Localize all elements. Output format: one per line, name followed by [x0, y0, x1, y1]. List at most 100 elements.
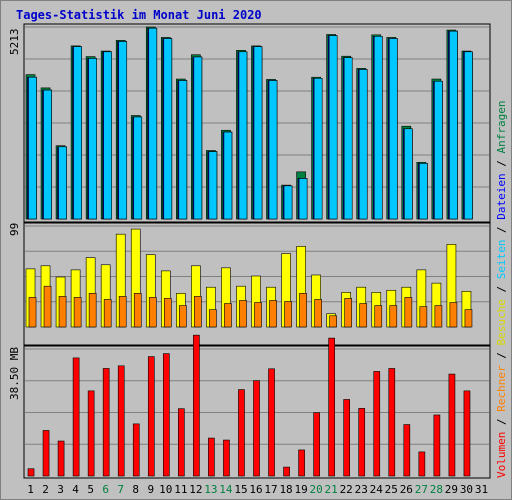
x-tick-label: 25	[385, 483, 398, 496]
bar-rechner	[464, 309, 473, 328]
bar-rechner	[224, 303, 232, 328]
bar-rechner	[73, 297, 82, 328]
bar-seiten	[73, 46, 82, 220]
x-tick-label: 12	[189, 483, 202, 496]
bar-seiten	[313, 78, 323, 220]
bar-rechner	[419, 306, 428, 328]
bar-seiten	[464, 51, 473, 220]
top-max-label: 5213	[8, 29, 21, 56]
bar-rechner	[148, 297, 157, 328]
bar-rechner	[344, 298, 353, 328]
x-tick-label: 21	[325, 483, 338, 496]
bar-seiten	[343, 57, 353, 220]
bar-volumen	[283, 466, 290, 477]
bar-seiten	[133, 116, 143, 220]
bar-seiten	[43, 89, 52, 220]
bar-volumen	[448, 373, 456, 477]
bar-volumen	[328, 337, 335, 477]
middle-max-label: 99	[8, 223, 21, 236]
bar-seiten	[223, 131, 233, 220]
bar-rechner	[194, 296, 202, 328]
bar-seiten	[178, 80, 188, 220]
bar-volumen	[117, 365, 125, 477]
bar-volumen	[358, 408, 366, 477]
legend-item: Seiten	[495, 240, 508, 286]
x-tick-label: 26	[400, 483, 413, 496]
x-tick-label: 1	[27, 483, 34, 496]
legend-item: Besuche	[495, 299, 508, 352]
bar-volumen	[42, 430, 50, 477]
bar-seiten	[163, 38, 173, 220]
bar-seiten	[328, 35, 338, 220]
bar-rechner	[133, 293, 142, 328]
bar-rechner	[254, 302, 262, 328]
bar-volumen	[403, 424, 411, 477]
x-tick-label: 6	[102, 483, 109, 496]
bar-seiten	[88, 58, 97, 220]
bar-rechner	[269, 300, 277, 328]
bar-rechner	[359, 303, 368, 328]
bar-rechner	[209, 309, 217, 328]
x-tick-label: 23	[355, 483, 368, 496]
bar-seiten	[118, 41, 128, 220]
chart-title: Tages-Statistik im Monat Juni 2020	[16, 8, 262, 22]
bar-volumen	[193, 334, 200, 477]
bar-rechner	[299, 293, 307, 328]
bar-seiten	[28, 76, 37, 220]
bar-seiten	[404, 128, 413, 220]
bar-rechner	[239, 300, 247, 328]
bar-rechner	[449, 302, 458, 328]
legend-item: /	[495, 418, 508, 431]
bar-rechner	[389, 305, 398, 328]
bar-rechner	[103, 299, 112, 328]
x-tick-label: 29	[445, 483, 458, 496]
bar-seiten	[253, 46, 263, 220]
bar-rechner	[179, 305, 187, 328]
x-tick-label: 24	[370, 483, 384, 496]
legend-item: /	[495, 286, 508, 299]
bar-seiten	[419, 163, 428, 220]
bar-volumen	[147, 356, 155, 477]
bar-seiten	[358, 69, 368, 220]
x-tick-label: 8	[132, 483, 139, 496]
x-axis-labels: 1 2 3 4 5 6 7 8 9 10 11 12 13 14 15 16 17 18 19 20 21 22 23 24 2…	[27, 483, 488, 496]
bar-rechner	[374, 305, 383, 328]
bar-seiten	[193, 56, 203, 220]
bar-seiten	[268, 80, 278, 220]
legend-item: Dateien	[495, 173, 508, 226]
x-tick-label: 9	[147, 483, 154, 496]
bar-rechner	[88, 293, 97, 328]
x-tick-label: 14	[219, 483, 233, 496]
legend-item: Anfragen	[495, 100, 508, 160]
bar-volumen	[253, 380, 260, 477]
bar-volumen	[223, 439, 230, 477]
bar-seiten	[148, 27, 158, 220]
panel-volume	[23, 334, 491, 479]
x-tick-label: 13	[204, 483, 217, 496]
bar-rechner	[314, 299, 322, 328]
x-tick-label: 28	[430, 483, 443, 496]
bar-seiten	[434, 80, 443, 220]
bar-volumen	[208, 437, 215, 477]
bar-rechner	[118, 296, 127, 328]
x-tick-label: 15	[234, 483, 247, 496]
x-tick-label: 7	[117, 483, 124, 496]
bar-volumen	[343, 399, 351, 477]
bar-rechner	[58, 296, 67, 328]
x-tick-label: 4	[72, 483, 79, 496]
bar-volumen	[162, 353, 170, 477]
bar-seiten	[58, 146, 67, 220]
x-tick-label: 20	[310, 483, 323, 496]
bar-volumen	[463, 390, 471, 477]
x-tick-label: 27	[415, 483, 428, 496]
bar-rechner	[284, 301, 292, 328]
x-tick-label: 10	[159, 483, 172, 496]
bar-seiten	[298, 178, 308, 220]
bar-volumen	[418, 451, 426, 477]
bar-rechner	[28, 297, 37, 328]
bar-volumen	[87, 390, 95, 477]
x-tick-label: 19	[294, 483, 307, 496]
bar-seiten	[373, 36, 383, 220]
